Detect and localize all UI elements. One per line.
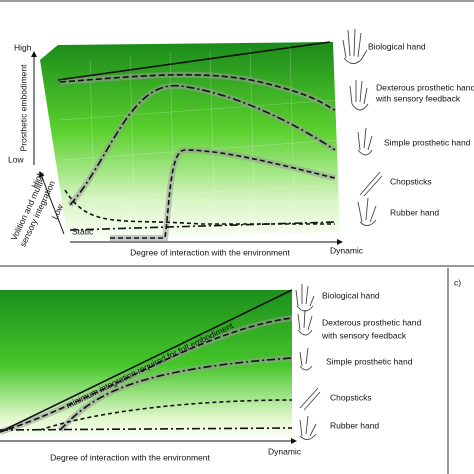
x-end: Dynamic bbox=[330, 245, 364, 255]
legend-label: Rubber hand bbox=[390, 207, 439, 217]
simple-curve bbox=[59, 357, 293, 431]
chopsticks-curve bbox=[64, 189, 335, 225]
x-end: Dynamic bbox=[268, 446, 302, 456]
rubber-curve bbox=[0, 427, 293, 431]
legend-label: Rubber hand bbox=[330, 420, 379, 430]
legend-label: Biological hand bbox=[322, 290, 380, 300]
chopsticks-curve bbox=[39, 399, 293, 431]
legend-label: with sensory feedback bbox=[375, 93, 461, 103]
y-high: High bbox=[14, 42, 32, 52]
legend-label: Dexterous prosthetic hand bbox=[322, 317, 421, 327]
hand-icons bbox=[295, 284, 321, 440]
legend-label: Simple prosthetic hand bbox=[326, 356, 413, 366]
y-label: Prosthetic embodiment bbox=[18, 64, 28, 152]
x-label: Degree of interaction with the environme… bbox=[130, 247, 290, 257]
legend-label: Simple prosthetic hand bbox=[384, 137, 471, 147]
legend-label: Chopsticks bbox=[330, 392, 372, 402]
biological-curve bbox=[0, 289, 293, 433]
dexterous-curve bbox=[0, 317, 293, 433]
rubber-curve bbox=[69, 221, 336, 231]
x-start: Static bbox=[72, 226, 94, 236]
bottom-panel: c) minimum integration required for full… bbox=[0, 268, 461, 474]
hand-icons bbox=[342, 28, 383, 226]
legend-label: Dexterous prosthetic hand bbox=[376, 82, 474, 92]
simple-curve bbox=[110, 149, 336, 239]
surface bbox=[40, 42, 340, 240]
depth-axis bbox=[39, 171, 65, 235]
y-low: Low bbox=[8, 154, 24, 164]
legend-label: with sensory feedback bbox=[321, 330, 407, 340]
legend-label: Biological hand bbox=[368, 41, 426, 51]
x-label: Degree of interaction with the environme… bbox=[50, 452, 210, 462]
dexterous-curve bbox=[59, 74, 336, 111]
panel-label: c) bbox=[454, 277, 461, 287]
legend-label: Chopsticks bbox=[390, 176, 432, 186]
top-panel: High Low Prosthetic embodiment High Low … bbox=[0, 0, 474, 267]
biological-curve bbox=[57, 41, 331, 81]
